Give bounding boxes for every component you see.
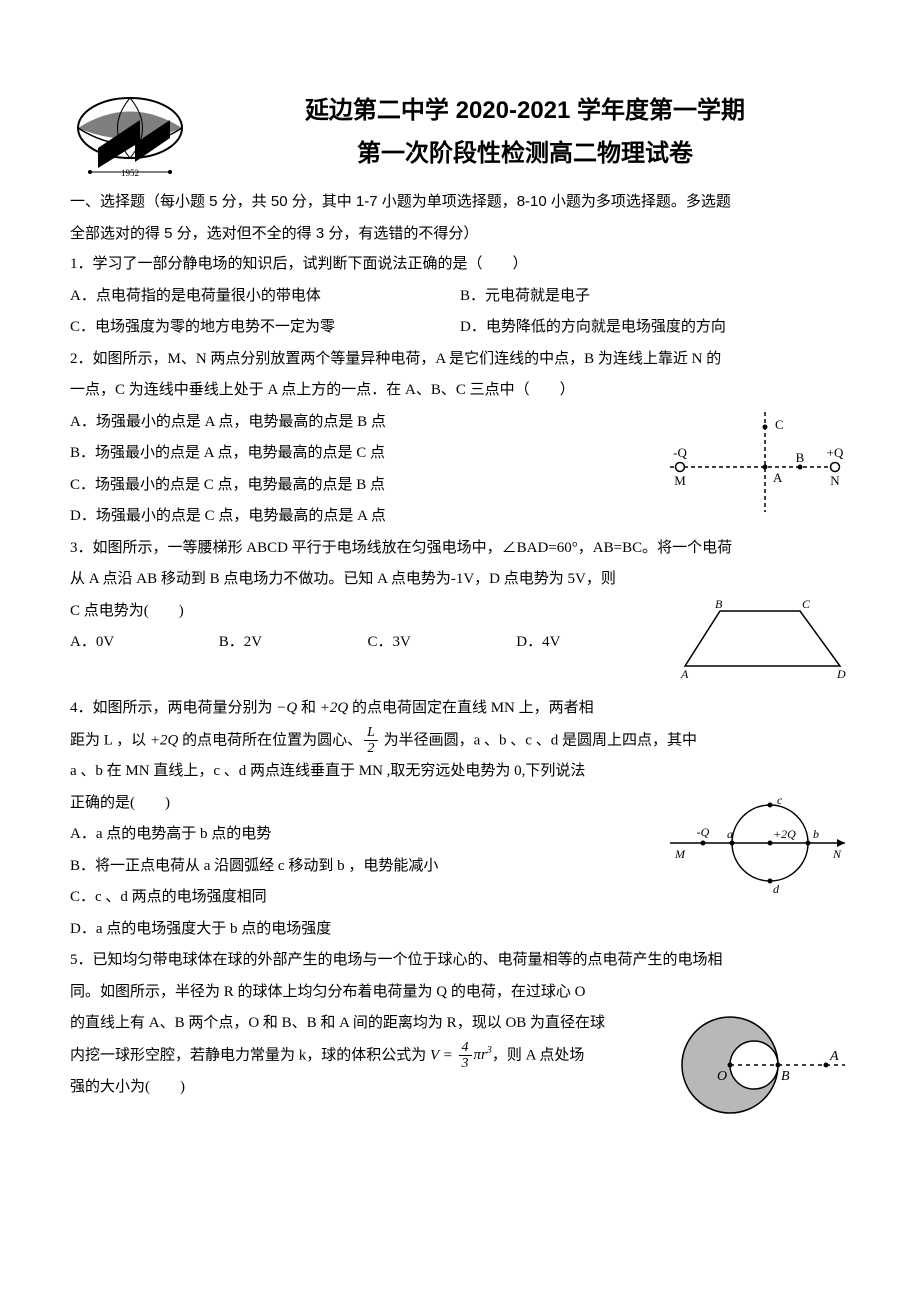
- q5-stem-l1: 5．已知均匀带电球体在球的外部产生的电场与一个位于球心的、电荷量相等的点电荷产生…: [70, 945, 850, 977]
- q3-stem-l2: 从 A 点沿 AB 移动到 B 点电场力不做功。已知 A 点电势为-1V，D 点…: [70, 564, 850, 596]
- q3-option-a: A．0V: [70, 627, 219, 659]
- svg-text:-Q: -Q: [673, 445, 687, 460]
- q3-option-c: C．3V: [368, 627, 517, 659]
- svg-text:A: A: [680, 667, 689, 681]
- q1-option-d: D．电势降低的方向就是电场强度的方向: [460, 312, 850, 344]
- fraction-icon: L2: [364, 725, 378, 757]
- q2-stem-l2: 一点，C 为连线中垂线上处于 A 点上方的一点．在 A、B、C 三点中（ ）: [70, 375, 850, 407]
- svg-text:b: b: [813, 827, 819, 841]
- svg-text:N: N: [832, 847, 842, 861]
- q2-stem-l1: 2．如图所示，M、N 两点分别放置两个等量异种电荷，A 是它们连线的中点，B 为…: [70, 344, 850, 376]
- question-3: 3．如图所示，一等腰梯形 ABCD 平行于电场线放在匀强电场中，∠BAD=60°…: [70, 533, 850, 694]
- question-1: 1．学习了一部分静电场的知识后，试判断下面说法正确的是（ ） A．点电荷指的是电…: [70, 249, 850, 344]
- q4-option-d: D．a 点的电场强度大于 b 点的电场强度: [70, 914, 850, 946]
- svg-text:C: C: [775, 417, 784, 432]
- question-2: 2．如图所示，M、N 两点分别放置两个等量异种电荷，A 是它们连线的中点，B 为…: [70, 344, 850, 533]
- q3-stem-l1: 3．如图所示，一等腰梯形 ABCD 平行于电场线放在匀强电场中，∠BAD=60°…: [70, 533, 850, 565]
- q1-stem: 1．学习了一部分静电场的知识后，试判断下面说法正确的是（ ）: [70, 249, 850, 281]
- svg-text:B: B: [715, 597, 723, 611]
- svg-text:A: A: [773, 470, 783, 485]
- svg-text:+2Q: +2Q: [773, 827, 796, 841]
- svg-text:D: D: [836, 667, 846, 681]
- svg-text:B: B: [781, 1069, 790, 1084]
- q5-figure: O B A: [675, 1008, 850, 1136]
- svg-text:1952: 1952: [121, 168, 139, 178]
- question-5: 5．已知均匀带电球体在球的外部产生的电场与一个位于球心的、电荷量相等的点电荷产生…: [70, 945, 850, 1136]
- q3-option-d: D．4V: [516, 627, 665, 659]
- q1-option-c: C．电场强度为零的地方电势不一定为零: [70, 312, 460, 344]
- q1-option-a: A．点电荷指的是电荷量很小的带电体: [70, 281, 460, 313]
- q2-figure: -Q +Q M N A B C: [660, 407, 850, 530]
- svg-text:O: O: [717, 1069, 727, 1084]
- section-heading-l1: 一、选择题（每小题 5 分，共 50 分，其中 1-7 小题为单项选择题，8-1…: [70, 193, 731, 210]
- q3-option-b: B．2V: [219, 627, 368, 659]
- q4-stem-l3: a 、b 在 MN 直线上，c 、d 两点连线垂直于 MN ,取无穷远处电势为 …: [70, 756, 850, 788]
- svg-text:a: a: [727, 827, 733, 841]
- q4-stem-l1: 4．如图所示，两电荷量分别为 −Q 和 +2Q 的点电荷固定在直线 MN 上，两…: [70, 693, 850, 725]
- header: 1952 延边第二中学 2020-2021 学年度第一学期 第一次阶段性检测高二…: [70, 90, 850, 180]
- q4-stem-l2: 距为 L ，以 +2Q 的点电荷所在位置为圆心、L2 为半径画圆，a 、b 、c…: [70, 725, 850, 757]
- question-4: 4．如图所示，两电荷量分别为 −Q 和 +2Q 的点电荷固定在直线 MN 上，两…: [70, 693, 850, 945]
- title-line-2: 第一次阶段性检测高二物理试卷: [200, 133, 850, 168]
- school-logo: 1952: [70, 90, 190, 180]
- fraction-icon: 43: [459, 1040, 472, 1072]
- svg-text:c: c: [777, 793, 783, 807]
- svg-text:B: B: [796, 450, 805, 465]
- svg-text:d: d: [773, 882, 780, 896]
- q1-option-b: B．元电荷就是电子: [460, 281, 850, 313]
- title-line-1: 延边第二中学 2020-2021 学年度第一学期: [200, 90, 850, 125]
- section-heading-l2: 全部选对的得 5 分，选对但不全的得 3 分，有选错的不得分）: [70, 225, 478, 242]
- svg-text:A: A: [829, 1049, 839, 1064]
- title-block: 延边第二中学 2020-2021 学年度第一学期 第一次阶段性检测高二物理试卷: [200, 90, 850, 168]
- svg-text:M: M: [674, 473, 686, 488]
- q5-stem-l2: 同。如图所示，半径为 R 的球体上均匀分布着电荷量为 Q 的电荷，在过球心 O: [70, 977, 850, 1009]
- svg-text:M: M: [674, 847, 686, 861]
- section-1-heading: 一、选择题（每小题 5 分，共 50 分，其中 1-7 小题为单项选择题，8-1…: [70, 186, 850, 249]
- svg-text:N: N: [830, 473, 840, 488]
- q3-figure: A B C D: [675, 596, 850, 694]
- svg-text:C: C: [802, 597, 811, 611]
- svg-text:-Q: -Q: [697, 825, 710, 839]
- svg-text:+Q: +Q: [827, 445, 844, 460]
- q4-figure: -Q +2Q M N a b c d: [665, 788, 850, 911]
